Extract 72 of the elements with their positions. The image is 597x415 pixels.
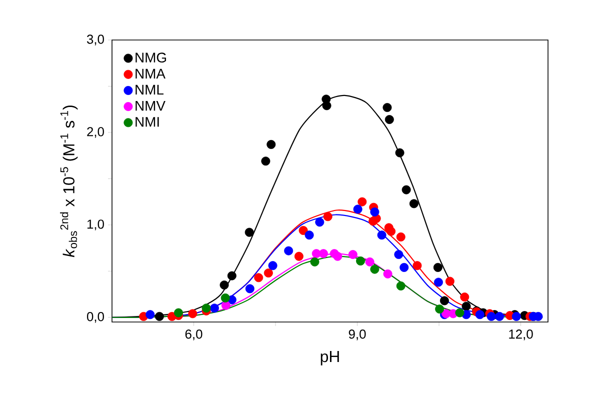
point <box>227 271 236 280</box>
point <box>202 304 211 313</box>
point <box>396 232 406 242</box>
point <box>358 197 367 206</box>
point <box>348 250 358 260</box>
point <box>384 115 394 124</box>
point <box>254 273 264 282</box>
point <box>386 226 396 236</box>
point <box>315 218 324 227</box>
legend-label: NMA <box>136 68 166 78</box>
legend-label: NMG <box>136 52 166 63</box>
point <box>310 257 320 266</box>
point <box>154 312 164 321</box>
point <box>475 310 484 320</box>
point <box>396 281 406 290</box>
point <box>264 268 273 278</box>
point <box>455 308 464 318</box>
point <box>221 300 230 310</box>
point <box>245 284 254 294</box>
point <box>353 204 362 214</box>
point <box>174 308 183 318</box>
point <box>210 304 219 313</box>
point <box>402 185 411 194</box>
text: k$_{obs}$$^{2nd}$ x 10$^{-5}$ (M$^{-1}$ s$^{-1}$) <box>60 106 78 258</box>
point <box>462 302 471 311</box>
y-tick-label: 3,0 <box>86 34 104 46</box>
point <box>394 250 404 260</box>
point <box>298 226 308 235</box>
point <box>294 252 304 261</box>
point <box>377 230 386 240</box>
point <box>412 261 422 270</box>
point <box>356 256 366 266</box>
point <box>268 261 278 270</box>
point <box>383 269 392 278</box>
point <box>323 212 332 222</box>
legend-label: NMI <box>136 117 159 127</box>
point <box>365 257 374 266</box>
x-axis-title: pH <box>320 351 339 366</box>
point <box>188 309 198 318</box>
point <box>486 312 496 321</box>
x-tick-label: 12,0 <box>509 330 533 340</box>
legend-label: NMV <box>136 101 166 111</box>
point <box>220 293 230 302</box>
point <box>318 249 328 258</box>
point <box>220 280 229 290</box>
point <box>445 276 454 286</box>
point <box>382 102 392 112</box>
point <box>435 304 444 314</box>
point <box>440 296 449 306</box>
point <box>400 262 409 272</box>
point <box>146 310 155 320</box>
point <box>370 207 380 216</box>
x-tick-label: 6,0 <box>185 330 202 340</box>
point <box>322 101 332 110</box>
point <box>433 262 442 272</box>
point <box>370 264 380 274</box>
point <box>460 292 470 302</box>
y-tick-label: 2,0 <box>87 127 104 138</box>
y-tick-label: 0,0 <box>86 312 104 323</box>
point <box>266 140 276 149</box>
point <box>244 228 254 237</box>
point <box>261 156 270 166</box>
point <box>495 312 504 321</box>
y-tick-label: 1,0 <box>87 220 104 230</box>
point <box>284 246 294 256</box>
point <box>304 230 314 240</box>
x-tick-label: 9,0 <box>348 330 366 340</box>
legend-label: NML <box>136 84 164 95</box>
point <box>333 252 342 261</box>
point <box>409 199 418 208</box>
point <box>434 278 443 287</box>
point <box>395 148 404 158</box>
